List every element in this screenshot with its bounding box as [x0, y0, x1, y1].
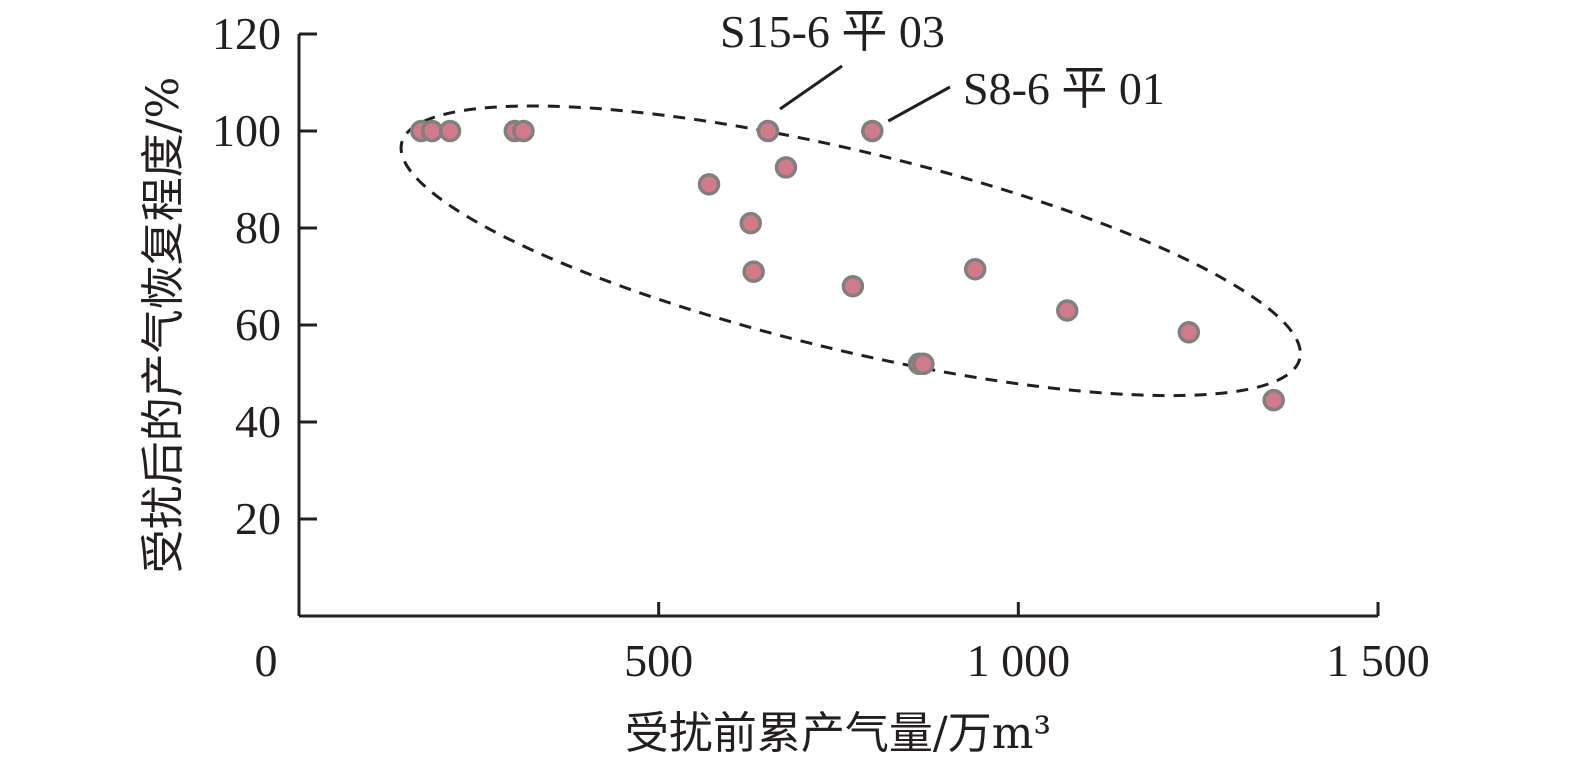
point-annotations: S15-6 平 03 S8-6 平 01 — [720, 6, 1165, 123]
y-tick-label: 80 — [235, 202, 281, 253]
y-tick-label: 40 — [235, 396, 281, 447]
annotation-label: S8-6 平 01 — [963, 63, 1165, 114]
scatter-point — [742, 260, 765, 283]
scatter-point — [1262, 388, 1285, 412]
scatter-point — [512, 119, 535, 143]
scatter-point — [420, 119, 444, 143]
x-tick-label: 500 — [624, 635, 693, 686]
scatter-point — [841, 274, 865, 298]
axes — [297, 34, 1378, 618]
scatter-point — [438, 119, 462, 143]
scatter-point — [963, 257, 987, 281]
scatter-point — [756, 119, 780, 143]
y-tick-label: 120 — [212, 8, 281, 59]
scatter-point — [739, 211, 762, 235]
scatter-point — [697, 173, 721, 196]
annotation-leader-line — [779, 64, 843, 111]
cluster-ellipse-layer — [399, 104, 1302, 398]
scatter-point — [1177, 321, 1201, 344]
scatter-point — [861, 119, 884, 143]
x-tick-label: 0 — [255, 635, 278, 686]
x-axis-title: 受扰前累产气量/万m³ — [625, 708, 1051, 759]
y-axis-title: 受扰后的产气恢复程度/% — [138, 77, 189, 574]
cluster-ellipse — [399, 104, 1302, 398]
y-tick-label: 100 — [212, 105, 281, 156]
y-tick-label: 20 — [235, 493, 281, 544]
x-ticks: 0 500 1 000 1 500 — [255, 602, 1430, 686]
scatter-point — [1055, 299, 1079, 322]
scatter-point — [774, 156, 798, 179]
scatter-point — [912, 352, 935, 376]
y-tick-label: 60 — [235, 299, 281, 350]
x-tick-label: 1 000 — [967, 635, 1071, 686]
x-tick-label: 1 500 — [1326, 635, 1430, 686]
annotation-label: S15-6 平 03 — [720, 6, 945, 57]
annotation-leader-line — [887, 85, 951, 123]
y-ticks: 20 40 60 80 100 120 — [212, 8, 317, 544]
data-points — [410, 119, 1285, 412]
